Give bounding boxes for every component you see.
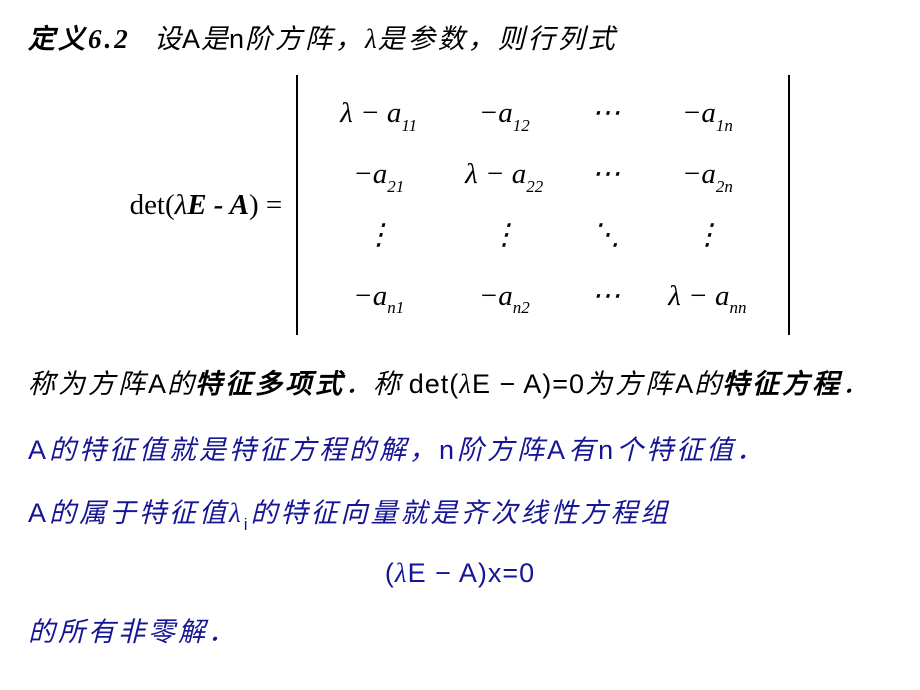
eigenvalue-note-1: A的特征值就是特征方程的解，n阶方阵A有n个特征值． bbox=[28, 429, 892, 472]
determinant-matrix: λ − a11 −a12 ⋯ −a1n −a21 λ − a22 ⋯ −a2n … bbox=[296, 75, 790, 334]
nonzero-solutions-line: 的所有非零解． bbox=[28, 611, 892, 654]
definition-label: 定义6.2 bbox=[28, 24, 131, 54]
determinant-equation: det(λE - A) = λ − a11 −a12 ⋯ −a1n −a21 λ… bbox=[28, 75, 892, 334]
homogeneous-system: (λE − A)x=0 bbox=[28, 552, 892, 595]
det-lhs: det(λE - A) = bbox=[130, 182, 283, 228]
eigenvector-note: A的属于特征值λi的特征向量就是齐次线性方程组 bbox=[28, 492, 892, 537]
definition-line: 定义6.2 设A是n阶方阵，λ是参数，则行列式 bbox=[28, 18, 892, 61]
matrix-table: λ − a11 −a12 ⋯ −a1n −a21 λ − a22 ⋯ −a2n … bbox=[316, 83, 770, 326]
slide-content: 定义6.2 设A是n阶方阵，λ是参数，则行列式 det(λE - A) = λ … bbox=[0, 0, 920, 673]
characteristic-polynomial-line: 称为方阵A的特征多项式．称 det(λE − A)=0为方阵A的特征方程． bbox=[28, 357, 892, 411]
